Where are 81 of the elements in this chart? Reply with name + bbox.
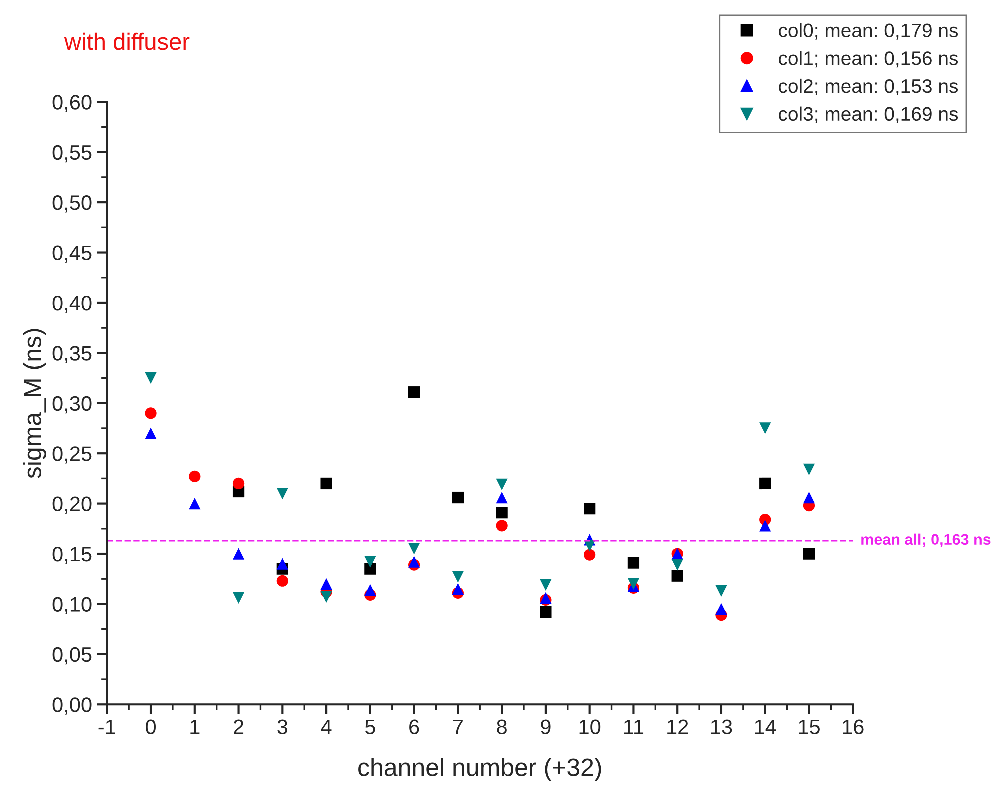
point	[672, 570, 684, 582]
x-tick-label: 15	[799, 720, 820, 735]
point	[364, 556, 376, 568]
y-tick-label: 0,20	[52, 496, 92, 514]
point	[364, 584, 376, 596]
legend-label: col0; mean: 0,179 ns	[779, 23, 958, 40]
y-tick-label: 0,55	[52, 145, 92, 163]
y-tick-label: 0,45	[52, 246, 92, 263]
x-tick-label: -1	[98, 720, 116, 734]
point	[320, 478, 332, 490]
point	[716, 603, 728, 616]
legend-label: col3; mean: 0,169 ns	[779, 106, 958, 124]
y-tick-label: 0,60	[52, 95, 92, 112]
x-tick-label: 3	[278, 720, 288, 735]
point	[584, 549, 596, 561]
point	[276, 558, 288, 570]
point	[628, 557, 640, 569]
x-tick-label: 10	[580, 720, 601, 735]
point	[452, 492, 464, 504]
point	[672, 559, 684, 571]
point	[276, 488, 288, 500]
point	[452, 571, 464, 583]
point	[803, 548, 816, 560]
point	[496, 507, 508, 519]
x-tick-label: 12	[668, 720, 688, 734]
y-tick-label: 0,10	[52, 597, 92, 614]
y-tick-label: 0,30	[52, 396, 92, 414]
x-tick-label: 0	[146, 720, 156, 735]
point	[716, 585, 728, 597]
y-tick-label: 0,00	[52, 698, 92, 715]
point	[145, 428, 157, 440]
x-tick-label: 4	[321, 720, 332, 734]
point	[320, 591, 332, 603]
legend-label: col2; mean: 0,153 ns	[779, 78, 958, 96]
x-tick-label: 5	[365, 720, 376, 735]
x-tick-label: 16	[843, 720, 864, 735]
y-tick-label: 0,50	[52, 196, 92, 213]
point	[189, 470, 201, 482]
point	[364, 563, 376, 575]
point	[803, 492, 816, 504]
x-tick-label: 9	[541, 720, 551, 735]
point	[496, 492, 508, 504]
point	[803, 464, 816, 476]
point	[408, 543, 420, 555]
point	[232, 478, 245, 490]
x-axis-title: channel number (+32)	[358, 758, 602, 782]
ref-line-label: mean all; 0,163 ns	[862, 534, 991, 548]
x-tick-label: 13	[711, 720, 732, 735]
point	[276, 575, 288, 587]
legend-label: col1; mean: 0,156 ns	[779, 51, 958, 68]
y-tick-label: 0,40	[52, 296, 92, 314]
point	[232, 592, 245, 604]
point	[760, 478, 772, 490]
point	[496, 520, 508, 532]
point	[452, 583, 464, 595]
point	[584, 503, 596, 515]
x-tick-label: 2	[234, 720, 244, 734]
point	[232, 548, 245, 560]
point	[408, 556, 420, 568]
point	[145, 372, 157, 384]
y-tick-label: 0,05	[52, 647, 92, 665]
point	[540, 606, 552, 618]
x-tick-label: 8	[497, 720, 507, 735]
x-tick-label: 1	[190, 720, 200, 734]
point	[760, 422, 772, 434]
point	[145, 408, 157, 420]
text: with diffuser	[64, 32, 190, 50]
x-tick-label: 11	[624, 720, 644, 734]
point	[760, 520, 772, 532]
y-tick-label: 0,15	[52, 547, 92, 564]
x-tick-label: 6	[410, 720, 420, 735]
x-tick-label: 7	[453, 720, 463, 734]
point	[320, 578, 332, 590]
point	[496, 478, 508, 491]
y-tick-label: 0,35	[52, 346, 92, 364]
y-axis-title: sigma_M (ns)	[23, 329, 46, 478]
point	[189, 498, 201, 510]
x-tick-label: 14	[755, 720, 776, 734]
point	[408, 386, 420, 398]
y-tick-label: 0,25	[52, 446, 92, 464]
point	[540, 579, 552, 591]
